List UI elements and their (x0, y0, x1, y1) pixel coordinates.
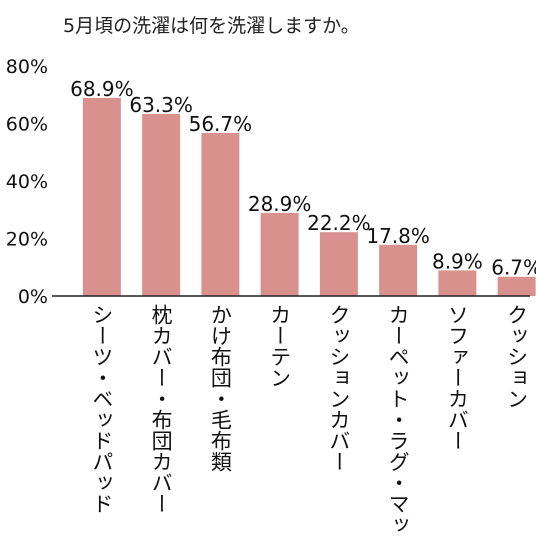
bar (438, 270, 477, 296)
x-tick-label: シーツ・ベッドパッド (90, 304, 114, 514)
y-tick-label: 60% (6, 114, 48, 136)
data-label: 6.7% (491, 256, 536, 280)
chart-title: 5月頃の洗濯は何を洗濯しますか。 (63, 15, 360, 37)
y-tick-label: 20% (6, 229, 48, 251)
value-labels: 68.9%63.3%56.7% 28.9%22.2%17.8%8.9% 6.7% (70, 77, 536, 280)
y-tick-label: 40% (6, 171, 48, 193)
bar (260, 212, 299, 296)
data-label: 68.9% (70, 77, 134, 101)
data-label: 22.2% (307, 211, 371, 235)
data-label: 17.8% (366, 224, 430, 248)
data-label: 8.9% (432, 249, 483, 273)
category-labels: シーツ・ベッドパッド 枕カバー・布団カバー かけ布団・毛布類 カーテン クッションカバー… (90, 304, 529, 536)
bar (379, 244, 418, 296)
data-label: 63.3% (129, 93, 193, 117)
data-label: 56.7% (189, 112, 253, 136)
bar (497, 276, 536, 296)
x-tick-label: クッションカバー (327, 304, 351, 472)
data-label: 28.9% (248, 192, 312, 216)
x-tick-label: クッション (505, 304, 529, 409)
bar (319, 232, 358, 296)
x-tick-label: カーテン (268, 304, 292, 388)
bar (201, 132, 240, 296)
bars (82, 97, 536, 296)
x-tick-label: ソファーカバー (445, 304, 469, 451)
y-tick-label: 80% (6, 56, 48, 78)
y-axis: 0% 20% 40% 60% 80% (6, 56, 48, 308)
x-tick-label: カーペット・ラグ・マット (386, 304, 410, 536)
bar (142, 114, 181, 296)
x-tick-label: 枕カバー・布団カバー (149, 304, 173, 514)
y-tick-label: 0% (18, 286, 48, 308)
x-tick-label: かけ布団・毛布類 (208, 304, 232, 472)
bar (82, 97, 121, 296)
